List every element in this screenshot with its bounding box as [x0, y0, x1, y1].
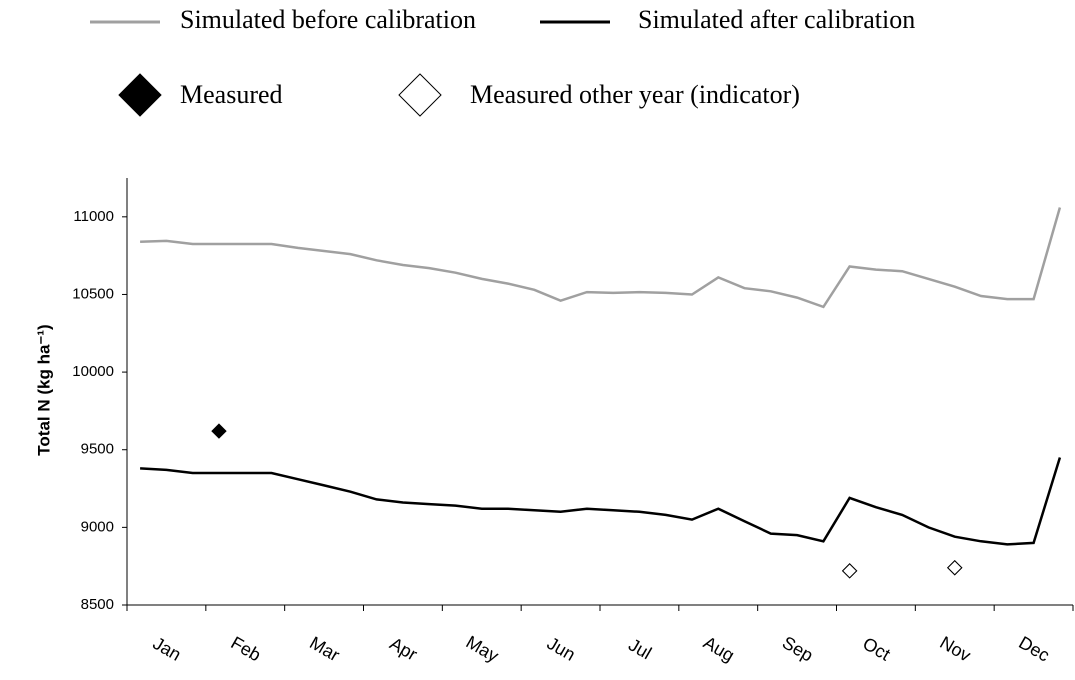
- x-tick-label: May: [463, 632, 502, 666]
- x-tick-label: Jul: [625, 635, 655, 664]
- data-point: [947, 560, 963, 576]
- y-tick-label: 10500: [72, 285, 114, 302]
- legend-marker: [118, 73, 162, 117]
- y-axis-title: Total N (kg ha⁻¹): [34, 324, 53, 455]
- x-tick-label: Dec: [1015, 632, 1053, 665]
- legend-label: Measured: [180, 80, 283, 109]
- x-tick-label: Oct: [859, 633, 893, 664]
- y-tick-label: 10000: [72, 363, 114, 380]
- x-tick-label: Sep: [779, 632, 817, 665]
- legend-label: Simulated after calibration: [638, 5, 915, 34]
- y-tick-label: 11000: [73, 208, 114, 225]
- series-line: [140, 457, 1062, 546]
- x-tick-label: Jun: [544, 633, 579, 665]
- y-tick-label: 9000: [81, 518, 114, 535]
- legend-label: Measured other year (indicator): [470, 80, 800, 109]
- y-tick-label: 8500: [81, 596, 114, 613]
- x-tick-label: Apr: [386, 633, 420, 664]
- x-tick-label: Feb: [227, 632, 264, 665]
- series-line: [140, 207, 1062, 309]
- x-tick-label: Aug: [700, 632, 738, 665]
- data-point: [841, 563, 858, 579]
- x-tick-label: Mar: [306, 633, 343, 666]
- legend-label: Simulated before calibration: [180, 5, 476, 34]
- data-point: [211, 423, 227, 439]
- legend-marker: [398, 73, 442, 117]
- x-tick-label: Nov: [937, 632, 975, 665]
- x-tick-label: Jan: [149, 633, 184, 665]
- y-tick-label: 9500: [81, 441, 114, 458]
